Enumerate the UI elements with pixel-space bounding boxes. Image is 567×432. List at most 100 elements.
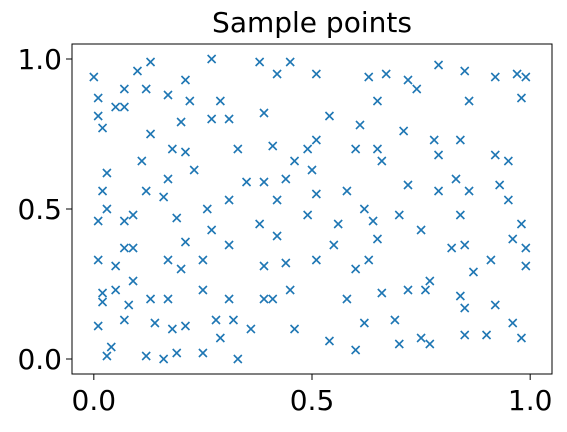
point	[176, 117, 186, 127]
point	[150, 318, 160, 328]
x-tick-label: 0.0	[72, 384, 117, 417]
point	[372, 234, 383, 244]
point	[447, 243, 457, 253]
point	[521, 243, 531, 253]
point	[128, 243, 138, 253]
point	[198, 285, 208, 295]
point	[359, 204, 369, 214]
point	[180, 237, 191, 247]
chart-title: Sample points	[212, 6, 412, 39]
point	[403, 285, 413, 295]
point	[455, 210, 465, 220]
point	[272, 69, 282, 79]
point	[372, 96, 383, 106]
point	[128, 276, 138, 286]
point	[281, 258, 291, 268]
y-tick-label: 0.5	[17, 193, 62, 226]
point	[180, 75, 191, 85]
point	[159, 354, 169, 364]
point	[268, 141, 278, 151]
point	[172, 213, 182, 223]
point	[137, 156, 147, 166]
point	[246, 324, 256, 334]
point	[106, 342, 116, 352]
point	[372, 144, 383, 154]
point	[329, 240, 339, 250]
point	[93, 111, 103, 121]
plot-frame	[71, 43, 553, 375]
point	[255, 219, 265, 229]
point	[259, 294, 269, 304]
point	[351, 264, 361, 274]
point	[403, 180, 413, 190]
point	[460, 330, 470, 340]
point	[503, 195, 513, 205]
point	[281, 174, 291, 184]
point	[486, 255, 496, 265]
point	[167, 324, 177, 334]
point	[289, 156, 300, 166]
point	[307, 165, 317, 175]
point	[119, 315, 129, 325]
point	[311, 255, 321, 265]
point	[211, 315, 221, 325]
point	[425, 339, 435, 349]
point	[394, 339, 404, 349]
point	[455, 291, 465, 301]
point	[311, 189, 321, 199]
point	[342, 294, 352, 304]
point	[516, 333, 527, 343]
point	[163, 90, 173, 100]
x-tick-label: 0.5	[290, 384, 335, 417]
point	[97, 123, 108, 133]
point	[97, 186, 108, 196]
point	[481, 330, 492, 340]
point	[119, 84, 129, 94]
point	[285, 57, 295, 67]
point	[521, 261, 531, 271]
point	[416, 225, 426, 235]
point	[202, 204, 212, 214]
y-tick-label: 0.0	[17, 343, 62, 376]
point	[224, 114, 234, 124]
point	[141, 186, 151, 196]
point	[102, 204, 112, 214]
point	[145, 294, 156, 304]
point	[111, 285, 121, 295]
point	[495, 180, 505, 190]
point	[429, 135, 439, 145]
point	[93, 216, 103, 226]
point	[167, 144, 177, 154]
point	[433, 186, 444, 196]
point	[433, 150, 444, 160]
point	[141, 84, 151, 94]
point	[272, 231, 282, 241]
point	[377, 156, 387, 166]
point	[224, 294, 234, 304]
point	[119, 102, 129, 112]
point	[433, 60, 444, 70]
point	[508, 318, 518, 328]
point	[303, 210, 313, 220]
point	[503, 156, 513, 166]
point	[97, 288, 108, 298]
point	[128, 210, 138, 220]
point	[460, 303, 470, 313]
point	[224, 240, 234, 250]
point	[163, 294, 173, 304]
point	[364, 255, 374, 265]
point	[207, 225, 217, 235]
point	[333, 219, 343, 229]
point	[351, 345, 361, 355]
point	[490, 72, 500, 82]
point	[207, 114, 217, 124]
point	[233, 354, 243, 364]
point	[189, 165, 199, 175]
point	[141, 351, 151, 361]
point	[93, 93, 103, 103]
point	[311, 135, 321, 145]
point	[224, 195, 234, 205]
point	[185, 96, 195, 106]
point	[233, 144, 243, 154]
point	[490, 300, 500, 310]
